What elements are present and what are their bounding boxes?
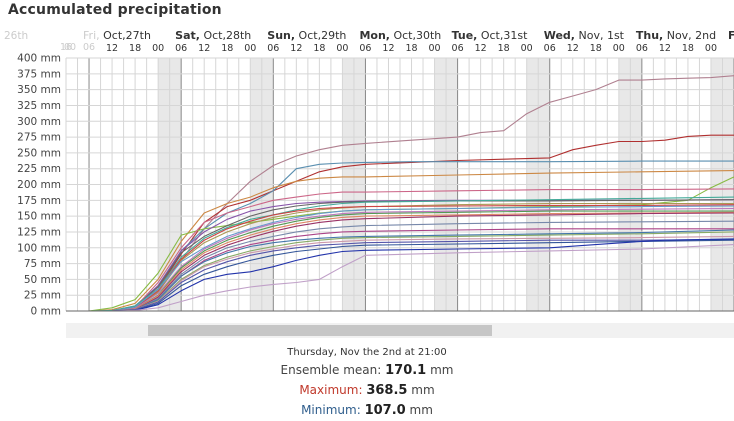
day-label: Sat, Oct,28th (175, 29, 251, 42)
hour-tick-label: 18 (590, 43, 602, 54)
hour-tick-label: 06 (267, 43, 279, 54)
hour-tick-label: 06 (175, 43, 187, 54)
ensemble-member-line (89, 134, 734, 312)
y-tick-label: 375 mm (17, 68, 61, 80)
ensemble-member-line (88, 176, 734, 312)
hour-tick-label: 06 (544, 43, 556, 54)
y-tick-label: 100 mm (17, 242, 61, 254)
tooltip-summary: Thursday, Nov the 2nd at 21:00 Ensemble … (0, 346, 734, 420)
ensemble-member-line (89, 188, 734, 312)
scrollbar-thumb[interactable] (148, 325, 492, 336)
y-tick-label: 200 mm (17, 179, 61, 191)
ensemble-member-line (89, 212, 734, 312)
day-label: Mon, Oct,30th (359, 29, 441, 42)
hour-tick-label: 00 (152, 43, 164, 54)
hour-label-faded: 06 (83, 42, 95, 53)
ensemble-member-line (89, 205, 734, 312)
ensemble-member-line (89, 75, 734, 312)
ensemble-member-line (89, 211, 734, 312)
hour-tick-label: 12 (382, 43, 394, 54)
y-tick-label: 0 mm (31, 306, 61, 318)
hour-tick-label: 00 (429, 43, 441, 54)
y-tick-label: 125 mm (17, 226, 61, 238)
minimum-value: 107.0 (364, 403, 406, 418)
y-tick-label: 50 mm (24, 274, 61, 286)
precipitation-chart: 0 mm 25 mm 50 mm 75 mm 100 mm 125 mm 150 mm 175… (4, 29, 734, 318)
day-label: Sun, Oct,29th (267, 29, 346, 42)
minimum-row: Minimum: 107.0 mm (0, 400, 734, 420)
hour-tick-label: 12 (198, 43, 210, 54)
ensemble-member-line (89, 238, 734, 312)
day-label: Thu, Nov, 2nd (636, 29, 716, 42)
hour-tick-label: 12 (106, 43, 118, 54)
y-tick-label: 225 mm (17, 163, 61, 175)
day-label-faded: 26th (4, 30, 28, 42)
maximum-value: 368.5 (366, 383, 408, 398)
hour-tick-label: 18 (682, 43, 694, 54)
hour-tick-label: 06 (452, 43, 464, 54)
minimum-unit: mm (409, 403, 433, 417)
hour-tick-label: 06 (359, 43, 371, 54)
ensemble-member-line (89, 220, 734, 312)
y-tick-label: 75 mm (24, 258, 61, 270)
ensemble-member-line (89, 238, 734, 312)
y-tick-label: 325 mm (17, 100, 61, 112)
hour-tick-label: 18 (498, 43, 510, 54)
maximum-row: Maximum: 368.5 mm (0, 380, 734, 400)
ensemble-member-line (89, 239, 734, 312)
ensemble-member-line (89, 202, 734, 312)
y-tick-label: 300 mm (17, 116, 61, 128)
hour-tick-label: 12 (475, 43, 487, 54)
ensemble-member-line (89, 244, 734, 312)
hour-tick-label: 18 (129, 43, 141, 54)
hour-tick-label: 00 (244, 43, 256, 54)
hour-tick-label: 18 (405, 43, 417, 54)
hour-tick-label: 12 (290, 43, 302, 54)
minimum-label: Minimum: (301, 403, 361, 417)
ensemble-mean-value: 170.1 (385, 363, 427, 378)
y-tick-label: 25 mm (24, 290, 61, 302)
ensemble-member-line (88, 170, 734, 312)
hour-tick-label: 06 (636, 43, 648, 54)
hour-tick-label: 00 (336, 43, 348, 54)
day-label: Fri, Oct,27th (83, 29, 151, 42)
maximum-unit: mm (411, 383, 435, 397)
y-tick-label: 250 mm (17, 147, 61, 159)
hour-tick-label: 00 (705, 43, 717, 54)
hour-tick-label: 00 (521, 43, 533, 54)
y-tick-label: 400 mm (17, 53, 61, 65)
timeline-scrollbar[interactable] (66, 323, 734, 338)
chart-title: Accumulated precipitation (8, 2, 222, 18)
ensemble-member-line (89, 207, 734, 312)
hour-tick-label: 12 (659, 43, 671, 54)
hour-tick-label: 18 (313, 43, 325, 54)
y-tick-label: 350 mm (17, 84, 61, 96)
y-tick-label: 175 mm (17, 195, 61, 207)
y-tick-label: 150 mm (17, 211, 61, 223)
ensemble-mean-label: Ensemble mean: (280, 363, 382, 377)
ensemble-mean-row: Ensemble mean: 170.1 mm (0, 360, 734, 380)
hour-tick-label: 18 (221, 43, 233, 54)
day-label: Tue, Oct,31st (452, 29, 529, 42)
hour-label-faded: 00 (64, 42, 76, 53)
ensemble-member-line (89, 204, 734, 312)
hour-label-faded: 16 (60, 42, 72, 53)
maximum-label: Maximum: (299, 383, 363, 397)
hour-tick-label: 00 (613, 43, 625, 54)
tooltip-time: Thursday, Nov the 2nd at 21:00 (287, 347, 447, 358)
day-label: Fri, (728, 29, 734, 42)
ensemble-member-line (89, 229, 734, 312)
y-tick-label: 275 mm (17, 132, 61, 144)
day-label: Wed, Nov, 1st (544, 29, 625, 42)
ensemble-mean-unit: mm (430, 363, 454, 377)
hour-tick-label: 12 (567, 43, 579, 54)
